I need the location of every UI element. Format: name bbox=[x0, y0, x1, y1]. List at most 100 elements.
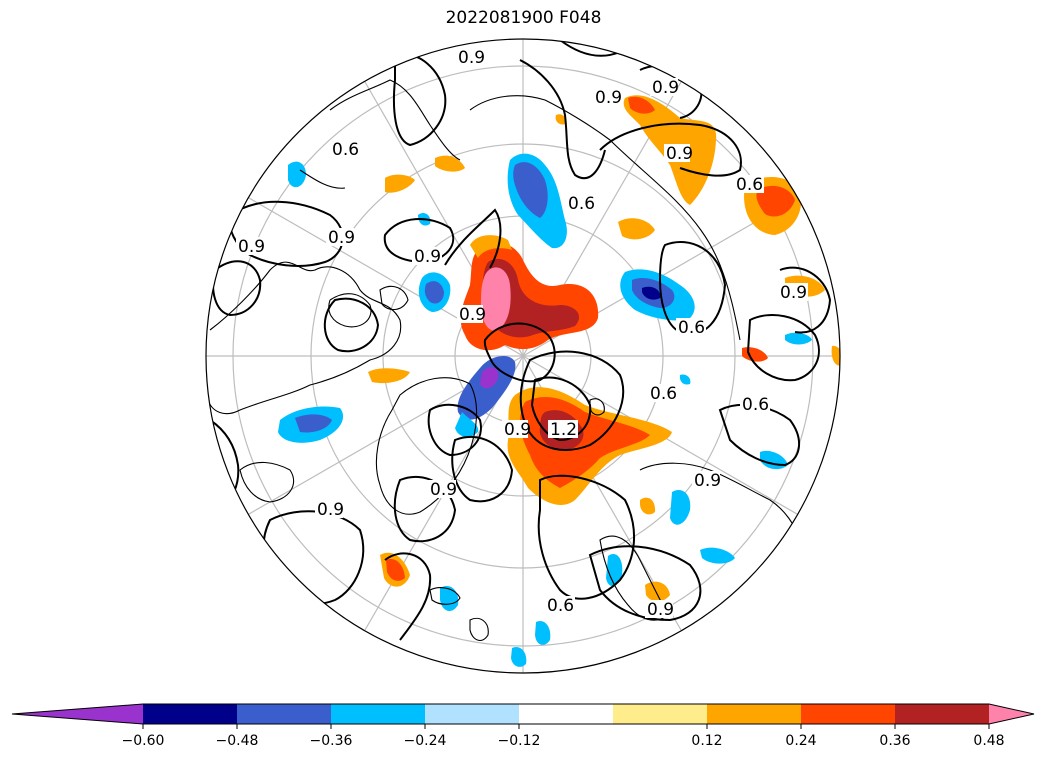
negative-anomaly-region bbox=[785, 332, 812, 345]
positive-anomaly-region bbox=[628, 96, 655, 114]
contour-line bbox=[519, 350, 625, 451]
colorbar-segment bbox=[143, 704, 238, 724]
contour-label: 0.9 bbox=[694, 471, 721, 491]
contour-line bbox=[451, 435, 514, 503]
contour-label-bg bbox=[676, 318, 706, 336]
contour-line bbox=[559, 39, 621, 57]
positive-anomaly-region bbox=[742, 347, 768, 362]
contour-label-bg bbox=[330, 140, 360, 158]
meridian-line bbox=[364, 81, 682, 631]
contour-label: 0.9 bbox=[238, 237, 265, 257]
colorbar-segment bbox=[801, 704, 896, 724]
colorbar-segment bbox=[519, 704, 614, 724]
colorbar-tick-label: −0.48 bbox=[216, 733, 259, 749]
contour-label: 0.6 bbox=[678, 318, 705, 338]
contour-label: 0.6 bbox=[742, 395, 769, 415]
contour-line bbox=[483, 322, 556, 383]
contour-label-bg bbox=[412, 247, 442, 265]
positive-anomaly-region bbox=[831, 345, 840, 366]
colorbar-segment bbox=[237, 704, 332, 724]
negative-anomaly-region bbox=[642, 286, 661, 300]
contour-label-bg bbox=[650, 78, 678, 96]
contour-line bbox=[779, 266, 832, 334]
positive-anomaly-region bbox=[435, 155, 465, 172]
positive-anomaly-region bbox=[640, 497, 656, 515]
contour-line bbox=[599, 122, 742, 177]
contour-label-bg bbox=[734, 175, 764, 193]
negative-anomaly-region bbox=[295, 414, 332, 433]
contour-label-bg bbox=[664, 144, 690, 162]
colorbar-tick-label: −0.60 bbox=[122, 733, 165, 749]
colorbar-segment bbox=[613, 704, 708, 724]
contour-label: 0.6 bbox=[332, 140, 359, 160]
contour-label-bg bbox=[548, 420, 578, 438]
contour-label: 0.9 bbox=[317, 500, 344, 520]
contour-label-bg bbox=[428, 480, 456, 498]
contour-label: 0.6 bbox=[736, 175, 763, 195]
contour-label: 1.2 bbox=[550, 420, 577, 440]
colorbar-segment bbox=[425, 704, 520, 724]
contour-line bbox=[444, 208, 502, 269]
negative-anomaly-region bbox=[513, 162, 548, 218]
contour-label: 0.9 bbox=[459, 305, 486, 325]
negative-anomaly-region bbox=[535, 620, 551, 645]
colorbar-tick-label: 0.36 bbox=[879, 733, 910, 749]
contour-label-bg bbox=[236, 237, 262, 255]
contour-label-bg bbox=[502, 420, 528, 438]
colorbar-tick-label: −0.12 bbox=[498, 733, 541, 749]
coastline-hudson-bay bbox=[239, 461, 295, 503]
contour-line bbox=[392, 53, 447, 147]
contour-label-bg bbox=[315, 500, 343, 518]
positive-anomaly-region bbox=[368, 368, 410, 384]
map-disc bbox=[206, 39, 840, 673]
contour-label: 0.6 bbox=[568, 194, 595, 214]
contour-label: 0.9 bbox=[458, 48, 485, 68]
negative-anomaly-region bbox=[480, 367, 499, 389]
contour-line bbox=[427, 403, 482, 457]
negative-anomaly-region bbox=[679, 374, 691, 385]
coastline-alaska bbox=[299, 79, 461, 189]
shaded-anomaly-fields bbox=[278, 95, 840, 667]
contour-label: 0.9 bbox=[430, 480, 457, 500]
contour-line bbox=[530, 376, 592, 442]
contour-line bbox=[746, 314, 820, 382]
coastline-iceland bbox=[429, 587, 461, 605]
coastline-canada bbox=[207, 261, 402, 415]
contour-label-bg bbox=[645, 600, 673, 618]
coastline-europe bbox=[639, 462, 801, 541]
contour-line bbox=[323, 297, 380, 353]
colorbar-tick-label: 0.12 bbox=[691, 733, 722, 749]
coastline-canadian-archipelago bbox=[328, 285, 409, 328]
positive-anomaly-region bbox=[645, 581, 670, 602]
colorbar-segment bbox=[895, 704, 990, 724]
colorbar: −0.60 −0.48 −0.36 −0.24 −0.12 0.12 0.24 0.36 0.4… bbox=[11, 703, 1035, 749]
positive-anomaly-region bbox=[480, 267, 511, 331]
contour-line bbox=[209, 419, 240, 511]
colorbar-segment bbox=[707, 704, 802, 724]
colorbar-tick-label: 0.24 bbox=[785, 733, 816, 749]
contour-label-bg bbox=[545, 596, 575, 614]
contour-line bbox=[537, 474, 636, 600]
negative-anomaly-region bbox=[760, 450, 788, 470]
contour-label-bg bbox=[457, 305, 483, 323]
positive-anomaly-region bbox=[618, 218, 655, 240]
contour-label: 0.9 bbox=[666, 144, 693, 164]
negative-anomaly-region bbox=[288, 161, 306, 188]
colorbar-tick-label: −0.36 bbox=[310, 733, 353, 749]
map-title: 2022081900 F048 bbox=[445, 8, 602, 28]
contour-label-bg bbox=[778, 283, 808, 301]
negative-anomaly-region bbox=[606, 554, 623, 586]
contour-line bbox=[519, 59, 606, 180]
contour-label-bg bbox=[593, 88, 619, 106]
contour-label: 0.6 bbox=[547, 596, 574, 616]
contour-label-bg bbox=[648, 384, 678, 402]
colorbar-segment bbox=[331, 704, 426, 724]
contour-label-bg bbox=[326, 228, 354, 246]
contour-label-bg bbox=[566, 194, 596, 212]
positive-anomaly-region bbox=[756, 185, 795, 217]
negative-anomaly-region bbox=[670, 490, 691, 525]
contour-label: 0.9 bbox=[780, 283, 807, 303]
graticule bbox=[206, 39, 840, 673]
contour-label: 0.9 bbox=[414, 247, 441, 267]
